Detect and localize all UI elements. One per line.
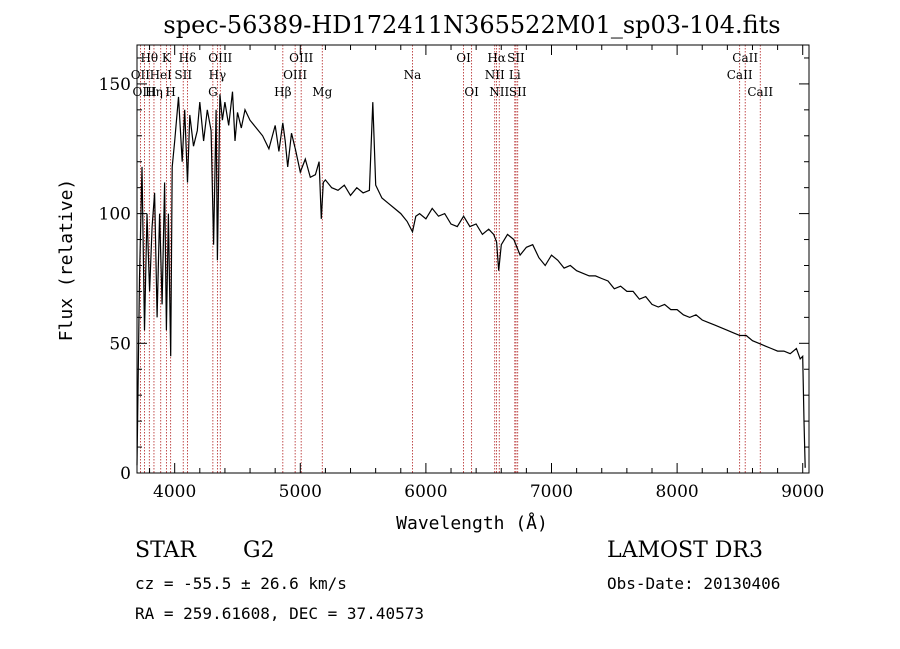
- line-marker-label-8: Hδ: [179, 51, 197, 65]
- line-marker-label-22: SII: [507, 51, 525, 65]
- line-marker-label-26: CaII: [727, 68, 753, 82]
- chart-title: spec-56389-HD172411N365522M01_sp03-104.f…: [163, 11, 780, 39]
- line-marker-label-23: Li: [509, 68, 521, 82]
- line-marker-label-10: Hγ: [209, 68, 227, 82]
- line-marker-label-14: OIII: [283, 68, 307, 82]
- line-marker-label-19: Hα: [487, 51, 506, 65]
- redshift-velocity: cz = -55.5 ± 26.6 km/s: [135, 574, 347, 593]
- x-tick-label: 8000: [655, 482, 698, 502]
- x-tick-label: 6000: [404, 482, 447, 502]
- line-marker-label-13: OIII: [289, 51, 313, 65]
- line-marker-label-3: Hη: [145, 85, 163, 99]
- x-tick-label: 5000: [279, 482, 322, 502]
- y-tick-label: 0: [120, 464, 131, 484]
- line-marker-label-6: H: [165, 85, 175, 99]
- line-marker-label-25: CaII: [732, 51, 758, 65]
- line-marker-label-4: HeI: [150, 68, 173, 82]
- axis-ticks-layer: 4000 5000 6000 7000 8000 9000 0 50 100 150: [99, 45, 824, 502]
- x-axis-label: Wavelength (Å): [396, 512, 548, 534]
- line-marker-label-27: CaII: [747, 85, 773, 99]
- line-marker-label-20: NII: [485, 68, 505, 82]
- observation-date: Obs-Date: 20130406: [607, 574, 781, 593]
- line-marker-label-18: OI: [464, 85, 479, 99]
- line-marker-label-5: K: [162, 51, 172, 65]
- survey-name: LAMOST DR3: [607, 538, 763, 563]
- line-marker-label-24: SII: [509, 85, 527, 99]
- spectrum-line: [136, 91, 806, 468]
- line-marker-label-11: G: [208, 85, 218, 99]
- line-marker-label-15: Mg: [312, 85, 332, 99]
- object-subclass: G2: [243, 538, 275, 563]
- line-marker-label-0: Hθ: [140, 51, 158, 65]
- line-marker-label-16: Na: [404, 68, 422, 82]
- line-marker-label-9: OIII: [208, 51, 232, 65]
- line-marker-label-1: OII: [131, 68, 151, 82]
- y-tick-label: 150: [99, 75, 131, 95]
- y-axis-label: Flux (relative): [56, 179, 77, 342]
- object-class: STAR: [135, 538, 196, 563]
- plot-frame: [136, 44, 810, 474]
- line-marker-label-7: SII: [174, 68, 192, 82]
- line-marker-label-12: Hβ: [274, 85, 291, 99]
- y-tick-label: 100: [99, 205, 131, 225]
- line-marker-label-21: NII: [489, 85, 509, 99]
- line-marker-label-2: OIII: [133, 85, 157, 99]
- line-marker-label-17: OI: [456, 51, 471, 65]
- x-tick-label: 4000: [153, 482, 196, 502]
- x-tick-label: 7000: [530, 482, 573, 502]
- x-tick-label: 9000: [781, 482, 824, 502]
- y-tick-label: 50: [109, 334, 131, 354]
- sky-coordinates: RA = 259.61608, DEC = 37.40573: [135, 604, 424, 623]
